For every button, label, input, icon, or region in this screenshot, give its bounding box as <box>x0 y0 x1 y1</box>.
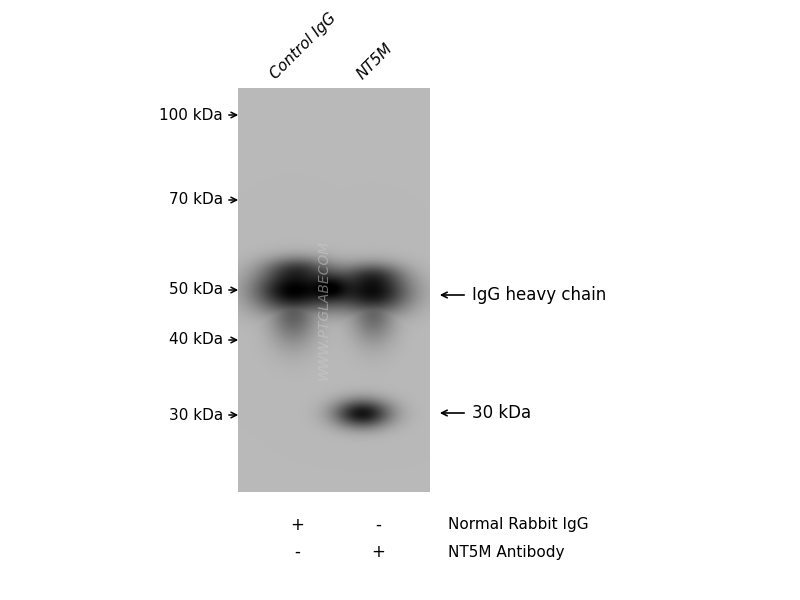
Text: Control IgG: Control IgG <box>267 10 339 82</box>
Text: +: + <box>371 543 385 561</box>
Text: +: + <box>290 516 304 534</box>
Text: WWW.PTGLABECOM: WWW.PTGLABECOM <box>317 240 331 380</box>
Text: IgG heavy chain: IgG heavy chain <box>472 286 606 304</box>
Text: -: - <box>294 543 300 561</box>
Text: NT5M Antibody: NT5M Antibody <box>448 545 565 559</box>
Text: -: - <box>375 516 381 534</box>
Text: 30 kDa: 30 kDa <box>169 407 223 422</box>
Text: 30 kDa: 30 kDa <box>472 404 531 422</box>
Text: Normal Rabbit IgG: Normal Rabbit IgG <box>448 517 589 533</box>
Text: NT5M: NT5M <box>354 41 396 82</box>
Text: 100 kDa: 100 kDa <box>159 107 223 122</box>
Text: 70 kDa: 70 kDa <box>169 193 223 208</box>
Text: 40 kDa: 40 kDa <box>169 332 223 347</box>
Text: 50 kDa: 50 kDa <box>169 283 223 298</box>
